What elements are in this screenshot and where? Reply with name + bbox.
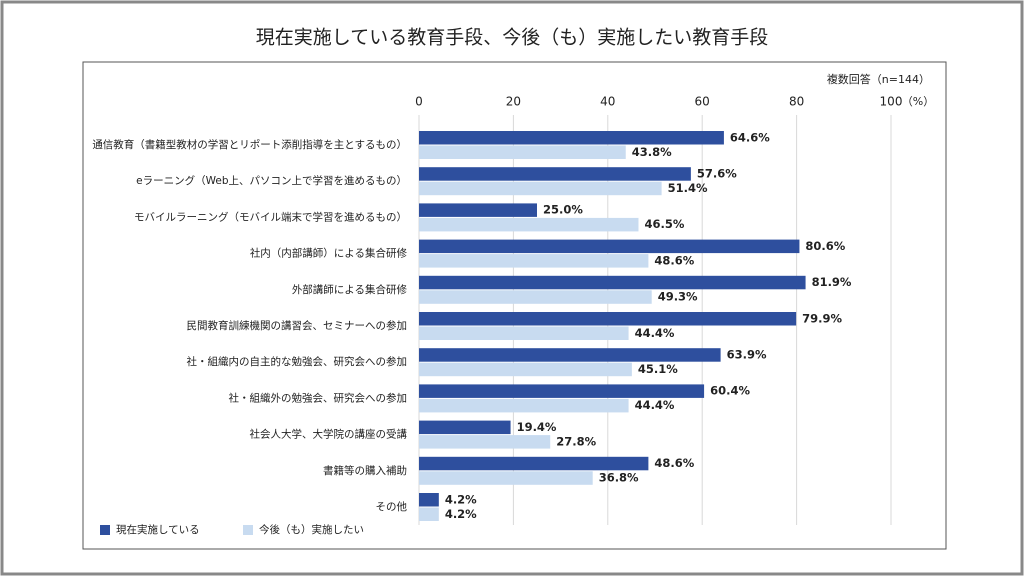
- value-label: 43.8%: [632, 145, 672, 159]
- y-tick-label: その他: [376, 500, 408, 513]
- bar: [419, 217, 639, 232]
- value-label: 60.4%: [710, 384, 750, 398]
- bar: [419, 420, 511, 435]
- bar: [419, 203, 537, 217]
- x-tick-label: 40: [600, 95, 615, 109]
- y-tick-label: 社・組織内の自主的な勉強会、研究会への参加: [187, 355, 408, 368]
- y-tick-label: 外部講師による集合研修: [292, 283, 408, 296]
- bar: [419, 239, 800, 254]
- bar: [419, 312, 797, 326]
- x-tick-label: 80: [789, 95, 804, 109]
- y-tick-label: 書籍等の購入補助: [323, 464, 407, 477]
- y-tick-label: 通信教育（書籍型教材の学習とリポート添削指導を主とするもの）: [92, 138, 407, 151]
- bar: [419, 362, 632, 377]
- legend-label: 現在実施している: [116, 523, 200, 536]
- value-label: 63.9%: [727, 347, 767, 361]
- bar: [419, 435, 551, 449]
- y-tick-label: 社・組織外の勉強会、研究会への参加: [229, 391, 408, 404]
- x-tick-label: 100: [880, 95, 903, 109]
- bar: [419, 145, 626, 159]
- value-label: 57.6%: [697, 166, 737, 180]
- bar: [419, 348, 721, 362]
- legend-swatch: [100, 525, 110, 535]
- value-label: 45.1%: [638, 362, 678, 376]
- x-tick-label: 0: [415, 95, 423, 109]
- bar: [419, 275, 806, 290]
- value-label: 4.2%: [445, 492, 477, 506]
- bar: [419, 493, 439, 507]
- unit-label: （%）: [902, 95, 934, 108]
- value-label: 27.8%: [556, 434, 596, 448]
- y-tick-label: 社会人大学、大学院の講座の受講: [250, 428, 408, 441]
- value-label: 48.6%: [654, 456, 694, 470]
- bar: [419, 326, 629, 340]
- bar: [419, 456, 649, 471]
- value-label: 64.6%: [730, 130, 770, 144]
- bar: [419, 254, 649, 268]
- y-tick-label: eラーニング（Web上、パソコン上で学習を進めるもの）: [136, 174, 407, 187]
- value-label: 79.9%: [802, 311, 842, 325]
- y-tick-label: 社内（内部講師）による集合研修: [250, 247, 408, 260]
- value-label: 19.4%: [517, 420, 557, 434]
- value-label: 48.6%: [654, 253, 694, 267]
- value-label: 80.6%: [805, 239, 845, 253]
- value-label: 51.4%: [668, 181, 708, 195]
- y-tick-label: モバイルラーニング（モバイル端末で学習を進めるもの）: [134, 210, 407, 223]
- value-label: 44.4%: [635, 326, 675, 340]
- bar: [419, 181, 662, 196]
- value-label: 4.2%: [445, 507, 477, 521]
- bar: [419, 167, 691, 181]
- value-label: 25.0%: [543, 203, 583, 217]
- bar: [419, 507, 439, 521]
- bar: [419, 290, 652, 304]
- value-label: 44.4%: [635, 398, 675, 412]
- bar: [419, 398, 629, 413]
- value-label: 46.5%: [644, 217, 684, 231]
- bar: [419, 471, 593, 485]
- note: 複数回答（n=144）: [827, 72, 930, 86]
- chart-title: 現在実施している教育手段、今後（も）実施したい教育手段: [256, 27, 768, 49]
- bar: [419, 384, 705, 398]
- bar: [419, 131, 724, 145]
- value-label: 49.3%: [658, 290, 698, 304]
- value-label: 81.9%: [812, 275, 852, 289]
- x-tick-label: 20: [506, 95, 521, 109]
- legend-label: 今後（も）実施したい: [259, 523, 364, 536]
- x-tick-label: 60: [695, 95, 710, 109]
- value-label: 36.8%: [599, 471, 639, 485]
- y-tick-label: 民間教育訓練機関の講習会、セミナーへの参加: [187, 319, 408, 332]
- legend-swatch: [243, 525, 253, 535]
